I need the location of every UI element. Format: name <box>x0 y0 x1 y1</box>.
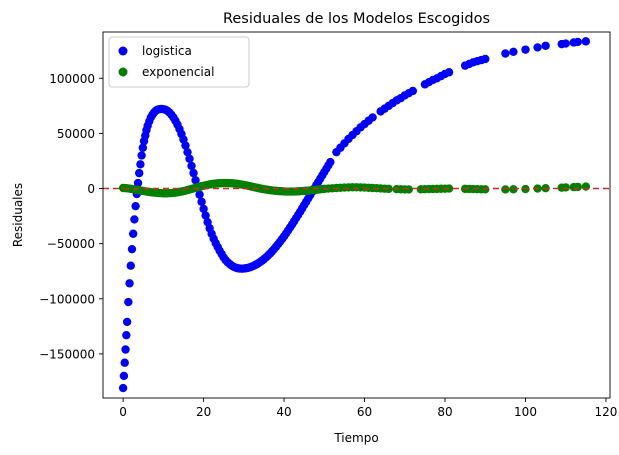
data-point-logistica <box>521 45 530 54</box>
plot-frame <box>102 31 611 399</box>
y-axis-label: Residuales <box>11 183 25 247</box>
legend-marker-exponencial <box>118 67 128 77</box>
legend: logistica exponencial <box>108 36 250 88</box>
data-point-logistica <box>181 141 190 150</box>
series-logistica <box>118 37 591 393</box>
y-tick-label: −50000 <box>47 237 95 251</box>
y-tick-label: 0 <box>87 182 95 196</box>
legend-box <box>108 36 250 88</box>
data-point-logistica <box>185 154 194 163</box>
data-point-logistica <box>195 190 204 199</box>
data-point-logistica <box>135 168 144 178</box>
points-layer <box>118 37 591 393</box>
data-point-logistica <box>368 113 377 122</box>
x-tick-label: 100 <box>514 405 537 419</box>
data-point-logistica <box>541 41 550 50</box>
data-point-logistica <box>501 49 510 58</box>
data-point-logistica <box>125 279 134 288</box>
data-point-logistica <box>128 229 138 238</box>
data-point-logistica <box>183 147 192 157</box>
data-point-logistica <box>533 43 542 52</box>
legend-label-logistica: logistica <box>142 44 192 58</box>
x-axis-label: Tiempo <box>333 431 378 445</box>
data-point-exponencial <box>573 182 583 192</box>
y-tick-label: −150000 <box>39 347 95 361</box>
x-tick-label: 40 <box>276 405 291 419</box>
data-point-logistica <box>199 204 208 214</box>
y-tick-label: −100000 <box>39 292 95 306</box>
data-point-logistica <box>122 317 132 327</box>
y-tick-label: 50000 <box>57 127 95 141</box>
data-point-logistica <box>130 215 139 224</box>
data-point-logistica <box>136 160 145 169</box>
x-axis-ticks: 0 20 40 60 80 100 120 <box>119 398 617 419</box>
data-point-logistica <box>118 383 128 393</box>
data-point-logistica <box>124 297 133 307</box>
data-point-logistica <box>127 244 137 254</box>
x-tick-label: 0 <box>119 405 127 419</box>
data-point-exponencial <box>481 185 490 194</box>
data-point-logistica <box>137 151 146 160</box>
x-tick-label: 60 <box>357 405 372 419</box>
x-tick-label: 120 <box>595 405 618 419</box>
data-point-logistica <box>131 201 140 211</box>
legend-marker-logistica <box>118 46 128 56</box>
data-point-logistica <box>408 86 418 96</box>
x-tick-label: 20 <box>196 405 211 419</box>
data-point-logistica <box>444 68 454 77</box>
data-point-exponencial <box>581 182 591 191</box>
data-point-logistica <box>120 358 129 367</box>
data-point-logistica <box>573 37 583 47</box>
data-point-logistica <box>189 168 198 178</box>
data-point-logistica <box>326 157 335 167</box>
data-point-exponencial <box>509 185 518 194</box>
y-tick-label: 100000 <box>49 72 95 86</box>
data-point-logistica <box>581 37 591 46</box>
data-point-logistica <box>481 54 490 64</box>
data-point-logistica <box>133 178 143 188</box>
data-point-exponencial <box>404 185 414 194</box>
chart-title: Residuales de los Modelos Escogidos <box>223 11 490 27</box>
data-point-logistica <box>122 330 131 340</box>
data-point-logistica <box>197 197 206 206</box>
data-point-logistica <box>138 143 148 152</box>
x-tick-label: 80 <box>437 405 452 419</box>
data-point-logistica <box>187 161 196 171</box>
data-point-exponencial <box>501 185 510 194</box>
legend-label-exponencial: exponencial <box>142 65 214 79</box>
data-point-logistica <box>191 176 200 185</box>
data-point-logistica <box>201 211 210 220</box>
data-point-logistica <box>126 261 135 270</box>
data-point-logistica <box>121 345 130 354</box>
data-point-logistica <box>561 39 570 48</box>
y-axis-ticks: −150000 −100000 −50000 0 50000 100000 <box>39 72 103 361</box>
data-point-exponencial <box>561 183 570 192</box>
data-point-logistica <box>119 371 129 381</box>
data-point-logistica <box>509 47 518 57</box>
data-point-exponencial <box>444 184 454 193</box>
